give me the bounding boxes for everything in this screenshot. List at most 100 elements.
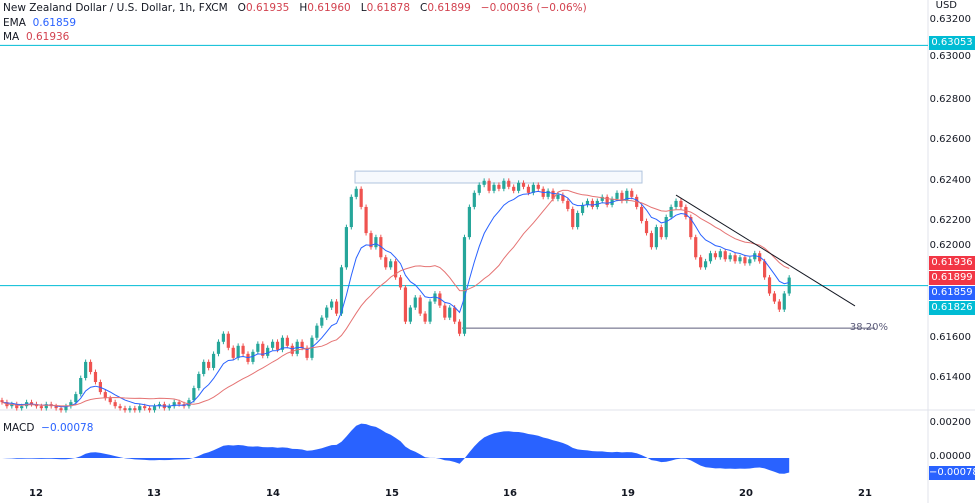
candle-body [359,188,363,207]
candle-body [423,313,427,322]
price-tick: 0.63000 [929,51,971,62]
candle-body [433,293,437,302]
candle-body [763,261,767,278]
candle-body [138,406,142,411]
candle-body [79,378,83,395]
macd-area [2,423,790,474]
candle-body [531,184,535,193]
currency-label: USD [935,0,957,11]
price-tag: 0.61899 [929,271,975,285]
candle-body [477,184,481,193]
candle-body [271,341,275,348]
ma-legend[interactable]: MA 0.61936 [3,31,69,43]
price-tick: 0.61400 [929,372,971,383]
candle-body [418,297,422,314]
candle-body [103,392,107,399]
candle-body [748,259,752,264]
candle-body [10,404,14,407]
candle-body [620,192,624,201]
candle-body [507,180,511,187]
ema-label: EMA [3,17,26,29]
range-rectangle [354,170,643,184]
candle-body [438,293,442,306]
candle-body [143,406,147,409]
candle-body [679,200,683,207]
candle-body [88,361,93,372]
candle-body [713,253,717,258]
candle-body [590,200,594,207]
candle-body [93,371,98,383]
candle-body [236,345,240,358]
ema-value: 0.61859 [32,17,76,29]
candle-body [767,277,772,294]
candle-body [334,301,339,314]
candle-body [369,233,373,248]
candle-body [231,347,235,358]
candle-body [625,190,629,201]
price-tick: 0.61600 [929,332,971,343]
candle-body [674,200,678,207]
low-label: L [360,2,367,14]
ma-value: 0.61936 [25,31,70,43]
open-value: 0.61935 [245,2,290,14]
candle-body [546,190,550,197]
candle-body [630,190,634,197]
change-value: −0.00036 (−0.06%) [480,2,587,14]
candle-body [772,293,777,302]
candle-body [84,361,88,378]
macd-legend[interactable]: MACD −0.00078 [3,422,93,434]
candle-body [275,341,280,350]
candle-body [59,408,63,411]
candle-body [492,184,496,191]
candle-body [728,255,732,260]
price-tag: 0.61859 [929,286,975,300]
candle-body [394,261,398,278]
price-tick: 0.62400 [929,175,971,186]
candle-body [320,317,324,326]
candle-body [256,343,260,352]
candle-body [374,237,378,248]
candle-body [708,253,713,262]
candle-body [108,398,112,403]
candle-body [192,388,196,401]
low-value: 0.61878 [366,2,410,14]
ma-label: MA [3,31,20,43]
price-tick: 0.62000 [929,240,971,251]
macd-value: −0.00078 [41,422,94,434]
candle-body [536,184,540,189]
candle-body [389,261,393,268]
candle-body [694,237,698,258]
price-tick: 0.62200 [929,215,971,226]
macd-value-tag: −0.00078 [929,466,975,480]
macd-label: MACD [3,422,35,434]
candle-body [408,307,412,322]
candle-body [300,341,304,348]
candle-body [512,186,516,191]
candle-body [585,200,590,205]
candle-body [261,343,265,356]
candle-body [285,337,289,346]
candle-body [753,253,757,260]
ema-legend[interactable]: EMA 0.61859 [3,17,76,29]
candle-body [398,277,403,288]
price-tag: 0.61936 [929,256,975,270]
price-tick: 0.62600 [929,134,971,145]
candle-body [325,307,329,318]
candle-body [467,206,471,238]
candle-body [669,206,673,217]
close-value: 0.61899 [427,2,471,14]
candle-body [521,182,526,187]
candle-body [54,406,58,409]
candle-body [305,347,309,358]
time-label: 14 [266,488,280,499]
candle-body [443,305,447,318]
candle-body [782,293,786,310]
candle-body [148,408,152,411]
candle-body [551,190,555,199]
candle-body [664,217,668,238]
time-label: 12 [29,488,43,499]
candle-body [384,257,388,268]
candle-body [403,287,408,322]
